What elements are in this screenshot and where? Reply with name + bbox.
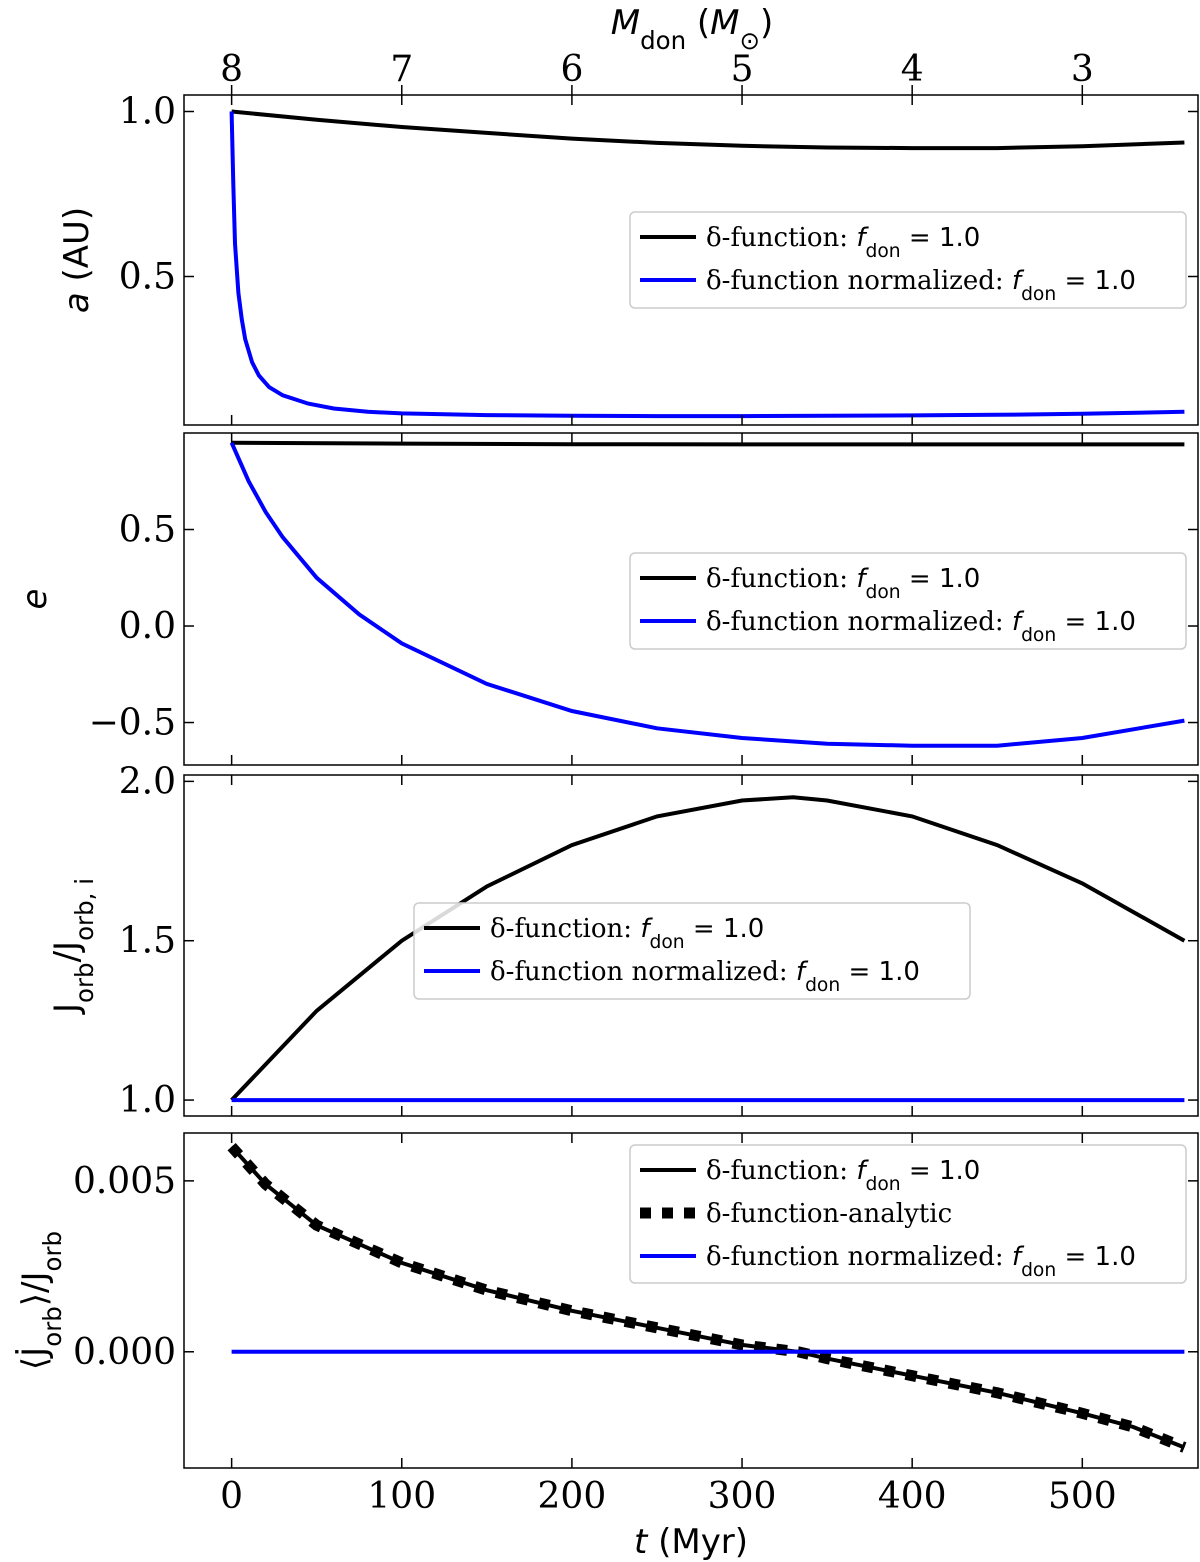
ytick-label-a-0: 0.5 [119, 257, 176, 298]
ytick-label-J-0: 1.0 [119, 1080, 176, 1121]
legend-label-Jdot-1: δ-function-analytic [706, 1199, 952, 1229]
ytick-label-Jdot-1: 0.005 [73, 1161, 176, 1202]
legend-label-Jdot-0: δ-function: fdon = 1.0 [706, 1156, 980, 1195]
legend-label-Jdot-2: δ-function normalized: fdon = 1.0 [706, 1242, 1136, 1281]
ylabel-e: e [15, 589, 55, 610]
legend-box-J [413, 902, 971, 1000]
xtick-label-1: 100 [367, 1476, 436, 1517]
top-xtick-label-2: 6 [560, 49, 583, 90]
legend-box-a [629, 211, 1187, 309]
xtick-label-4: 400 [878, 1476, 947, 1517]
top-xtick-label-4: 4 [901, 49, 924, 90]
series-a-1 [229, 111, 1185, 419]
xtick-label-0: 0 [220, 1476, 243, 1517]
series-a-0 [231, 109, 1185, 151]
legend-Jdot: δ-function: fdon = 1.0 δ-function-analyti… [629, 1144, 1187, 1284]
panel-J: 1.0 1.5 2.0 Jorb/Jorb, i δ-function: fdon = … [47, 761, 1199, 1121]
series-J-0 [230, 795, 1186, 1102]
ytick-label-J-2: 2.0 [119, 761, 176, 802]
top-xlabel: Mdon (M⊙) [611, 3, 774, 55]
legend-J: δ-function: fdon = 1.0 δ-function normali… [413, 902, 971, 1000]
axes-frame-a [183, 94, 1199, 426]
ylabel-J-group: Jorb/Jorb, i [47, 878, 99, 1015]
ytick-label-J-1: 1.5 [119, 921, 176, 962]
top-xtick-label-0: 8 [220, 49, 243, 90]
ytick-label-a-1: 1.0 [119, 92, 176, 133]
top-xtick-label-5: 3 [1071, 49, 1094, 90]
xtick-label-5: 500 [1048, 1476, 1117, 1517]
legend-label-e-1: δ-function normalized: fdon = 1.0 [706, 607, 1136, 646]
legend-label-a-0: δ-function: fdon = 1.0 [706, 223, 980, 262]
xlabel: t (Myr) [634, 1522, 748, 1562]
top-xtick-label-3: 5 [731, 49, 754, 90]
legend-label-J-1: δ-function normalized: fdon = 1.0 [490, 957, 920, 996]
ytick-label-e-0: −0.5 [89, 703, 176, 744]
xtick-label-3: 300 [708, 1476, 777, 1517]
ylabel-J: Jorb/Jorb, i [47, 878, 99, 1015]
panel-a: 0.51.0a (AU) δ-function: fdon = 1.0δ-func… [57, 92, 1199, 426]
ylabel-Jdot: ⟨J̇orb⟩/Jorb [15, 1231, 67, 1370]
legend-e: δ-function: fdon = 1.0δ-function normali… [629, 552, 1187, 650]
panel-e: −0.5 0.0 0.5 e δ-function: fdon = 1.0δ-funct… [15, 432, 1199, 766]
legend-a: δ-function: fdon = 1.0 δ-function normali… [629, 211, 1187, 309]
axes-frame-Jdot [183, 1132, 1199, 1469]
panel-Jdot: 0.000 0.005⟨J̇orb⟩/Jorb δ-function: fdon =… [15, 1132, 1199, 1469]
series-Jdot-1-analytic [227, 1143, 1187, 1453]
ylabel-a-group: a (AU) [57, 207, 97, 313]
legend-box-e [629, 552, 1187, 650]
legend-label-J-0: δ-function: fdon = 1.0 [490, 914, 764, 953]
axes-frame-e [183, 432, 1199, 766]
ylabel-a: a (AU) [57, 207, 97, 313]
legend-label-a-1: δ-function normalized: fdon = 1.0 [706, 266, 1136, 305]
axes-frame-J [183, 774, 1199, 1117]
ylabel-e-group: e [15, 589, 55, 610]
ytick-label-e-2: 0.5 [119, 510, 176, 551]
xtick-label-2: 200 [538, 1476, 607, 1517]
ytick-label-Jdot-0: 0.000 [73, 1332, 176, 1373]
series-e-0 [231, 440, 1185, 447]
ytick-label-e-1: 0.0 [119, 606, 176, 647]
ylabel-Jdot-group: ⟨J̇orb⟩/Jorb [15, 1231, 67, 1370]
top-xtick-label-1: 7 [390, 49, 413, 90]
legend-box-Jdot [629, 1144, 1187, 1284]
series-e-1 [229, 441, 1185, 748]
